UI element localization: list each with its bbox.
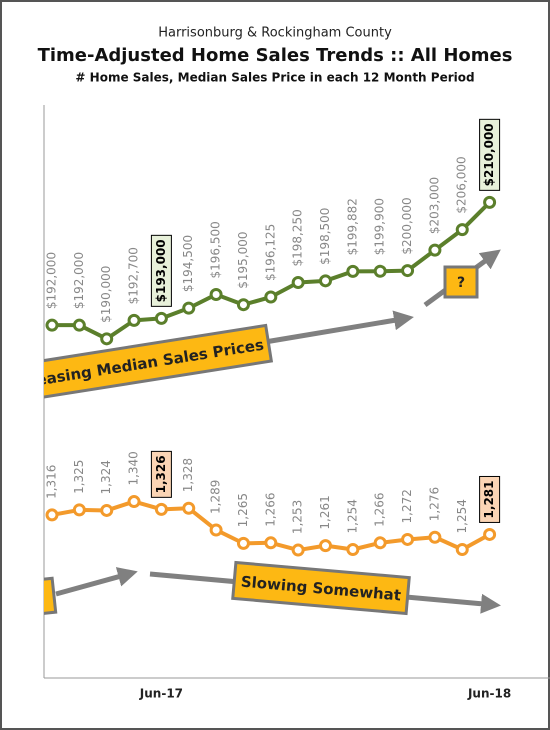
point xyxy=(182,501,196,515)
data-label: $198,500 xyxy=(318,208,332,265)
box xyxy=(44,323,274,402)
point xyxy=(319,539,332,553)
data-label: 1,276 xyxy=(427,487,441,521)
label-box xyxy=(150,234,172,307)
label-box xyxy=(479,118,501,191)
point xyxy=(291,276,305,290)
arrow xyxy=(55,567,138,597)
point xyxy=(428,243,442,257)
data-label: 1,261 xyxy=(318,495,332,529)
data-label: $210,000 xyxy=(482,123,496,186)
chart-title: Time-Adjusted Home Sales Trends :: All H… xyxy=(38,45,513,66)
point xyxy=(455,543,469,556)
plot: $192,000 $192,000 $190,000 $192,700 $193,000… xyxy=(45,118,501,557)
box xyxy=(231,560,411,616)
point xyxy=(346,264,360,278)
data-label: $192,000 xyxy=(72,252,86,309)
point xyxy=(72,318,86,332)
data-label: $199,900 xyxy=(373,198,387,255)
data-label: $192,700 xyxy=(127,247,141,304)
data-label: 1,281 xyxy=(482,480,496,518)
x-tick-label: Jun-17 xyxy=(139,687,183,701)
data-label: 1,328 xyxy=(181,458,195,492)
point xyxy=(236,536,250,550)
point xyxy=(264,536,278,550)
point xyxy=(154,502,168,516)
label-box xyxy=(479,475,501,523)
point xyxy=(346,543,360,556)
data-label: $196,125 xyxy=(263,224,277,281)
point xyxy=(428,530,442,544)
point xyxy=(401,264,415,278)
annotation: ? xyxy=(457,275,465,291)
box xyxy=(443,265,479,299)
data-label: 1,324 xyxy=(99,460,113,494)
data-label: $192,000 xyxy=(45,252,59,309)
supertitle: Harrisonburg & Rockingham County xyxy=(158,26,392,41)
data-label: 1,265 xyxy=(236,493,250,527)
data-label: 1,325 xyxy=(72,460,86,494)
data-label: $193,000 xyxy=(154,239,168,302)
point xyxy=(291,543,305,557)
point xyxy=(236,298,250,312)
point xyxy=(264,290,278,304)
point xyxy=(45,508,59,522)
box xyxy=(44,576,58,618)
point xyxy=(127,313,141,327)
point xyxy=(401,532,415,546)
point xyxy=(483,527,497,541)
x-tick-label: Jun-18 xyxy=(467,687,511,701)
data-label: $194,500 xyxy=(181,235,195,292)
data-label: 1,340 xyxy=(127,451,141,485)
data-label: $196,500 xyxy=(209,221,223,278)
point xyxy=(209,287,223,301)
data-label: 1,316 xyxy=(45,465,59,499)
data-label: $200,000 xyxy=(400,197,414,254)
data-label: 1,266 xyxy=(373,492,387,526)
point xyxy=(100,332,114,346)
chart-subtitle: # Home Sales, Median Sales Price in each… xyxy=(75,71,474,85)
data-label: 1,253 xyxy=(291,500,305,534)
annotation-box: Slowing Somewhat xyxy=(231,560,411,616)
data-label: 1,254 xyxy=(455,499,469,533)
point xyxy=(182,301,196,315)
annotations: easing Median Sales Prices ? Slowing Som… xyxy=(44,249,501,618)
data-label: $198,250 xyxy=(291,209,305,266)
data-label: 1,272 xyxy=(400,489,414,523)
data-label: $195,000 xyxy=(236,231,250,288)
point xyxy=(455,223,469,237)
point xyxy=(373,264,387,278)
point xyxy=(209,523,223,537)
data-label: 1,266 xyxy=(263,492,277,526)
data-label: 1,254 xyxy=(345,499,359,533)
label-box xyxy=(150,450,172,498)
point xyxy=(72,503,86,517)
annotation-box: easing Median Sales Prices xyxy=(44,323,274,402)
point xyxy=(100,503,114,517)
data-label: 1,289 xyxy=(209,480,223,514)
data-label: 1,326 xyxy=(154,455,168,493)
arrow xyxy=(264,310,414,345)
data-label: $203,000 xyxy=(427,177,441,234)
data-label: $206,000 xyxy=(455,156,469,213)
data-label: $199,882 xyxy=(345,198,359,255)
point xyxy=(154,311,168,325)
point xyxy=(45,318,59,332)
point xyxy=(483,195,497,209)
point xyxy=(319,274,332,288)
point xyxy=(127,495,141,509)
data-label: $190,000 xyxy=(99,266,113,323)
point xyxy=(373,536,387,550)
